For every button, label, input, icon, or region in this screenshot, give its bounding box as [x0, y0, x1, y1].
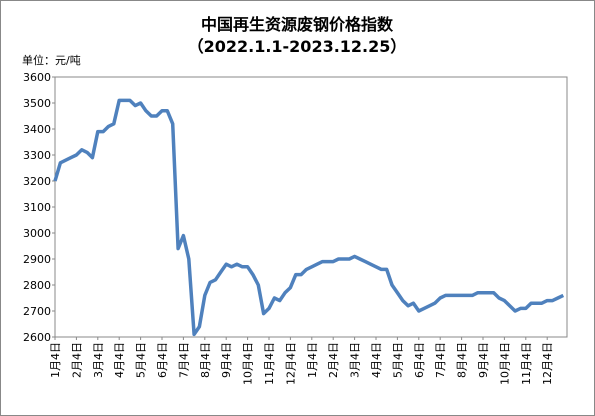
x-tick-label: 10月4日 [498, 342, 511, 385]
x-tick-label: 11月4日 [520, 342, 533, 385]
y-tick-label: 3400 [23, 123, 51, 136]
y-tick-label: 2600 [23, 331, 51, 344]
y-tick-label: 3200 [23, 175, 51, 188]
x-tick-label: 12月4日 [541, 342, 554, 385]
y-tick-label: 3500 [23, 97, 51, 110]
chart-subtitle: （2022.1.1-2023.12.25） [188, 37, 407, 56]
x-tick-label: 4月4日 [370, 342, 383, 378]
y-tick-label: 3300 [23, 149, 51, 162]
x-tick-label: 3月4日 [349, 342, 362, 378]
x-tick-label: 9月4日 [220, 342, 233, 378]
x-tick-label: 6月4日 [413, 342, 426, 378]
x-tick-label: 3月4日 [92, 342, 105, 378]
y-tick-label: 3600 [23, 71, 51, 84]
x-tick-label: 7月4日 [434, 342, 447, 378]
y-tick-label: 3100 [23, 201, 51, 214]
x-tick-label: 5月4日 [391, 342, 404, 378]
y-tick-label: 3000 [23, 227, 51, 240]
x-tick-label: 8月4日 [199, 342, 212, 378]
y-axis-label: 单位：元/吨 [22, 53, 81, 67]
x-tick-label: 6月4日 [156, 342, 169, 378]
x-tick-label: 9月4日 [477, 342, 490, 378]
y-tick-label: 2800 [23, 279, 51, 292]
x-tick-label: 10月4日 [242, 342, 255, 385]
data-line [53, 98, 565, 337]
x-tick-label: 1月4日 [306, 342, 319, 378]
chart-title: 中国再生资源废钢价格指数 [201, 15, 394, 34]
x-tick-label: 4月4日 [113, 342, 126, 378]
x-tick-label: 11月4日 [263, 342, 276, 385]
x-tick-label: 2月4日 [70, 342, 83, 378]
y-tick-label: 2700 [23, 305, 51, 318]
x-tick-label: 2月4日 [327, 342, 340, 378]
x-tick-label: 5月4日 [135, 342, 148, 378]
x-tick-label: 7月4日 [177, 342, 190, 378]
x-tick-label: 8月4日 [456, 342, 469, 378]
y-tick-label: 2900 [23, 253, 51, 266]
x-tick-label: 12月4日 [284, 342, 297, 385]
x-tick-label: 1月4日 [49, 342, 62, 378]
